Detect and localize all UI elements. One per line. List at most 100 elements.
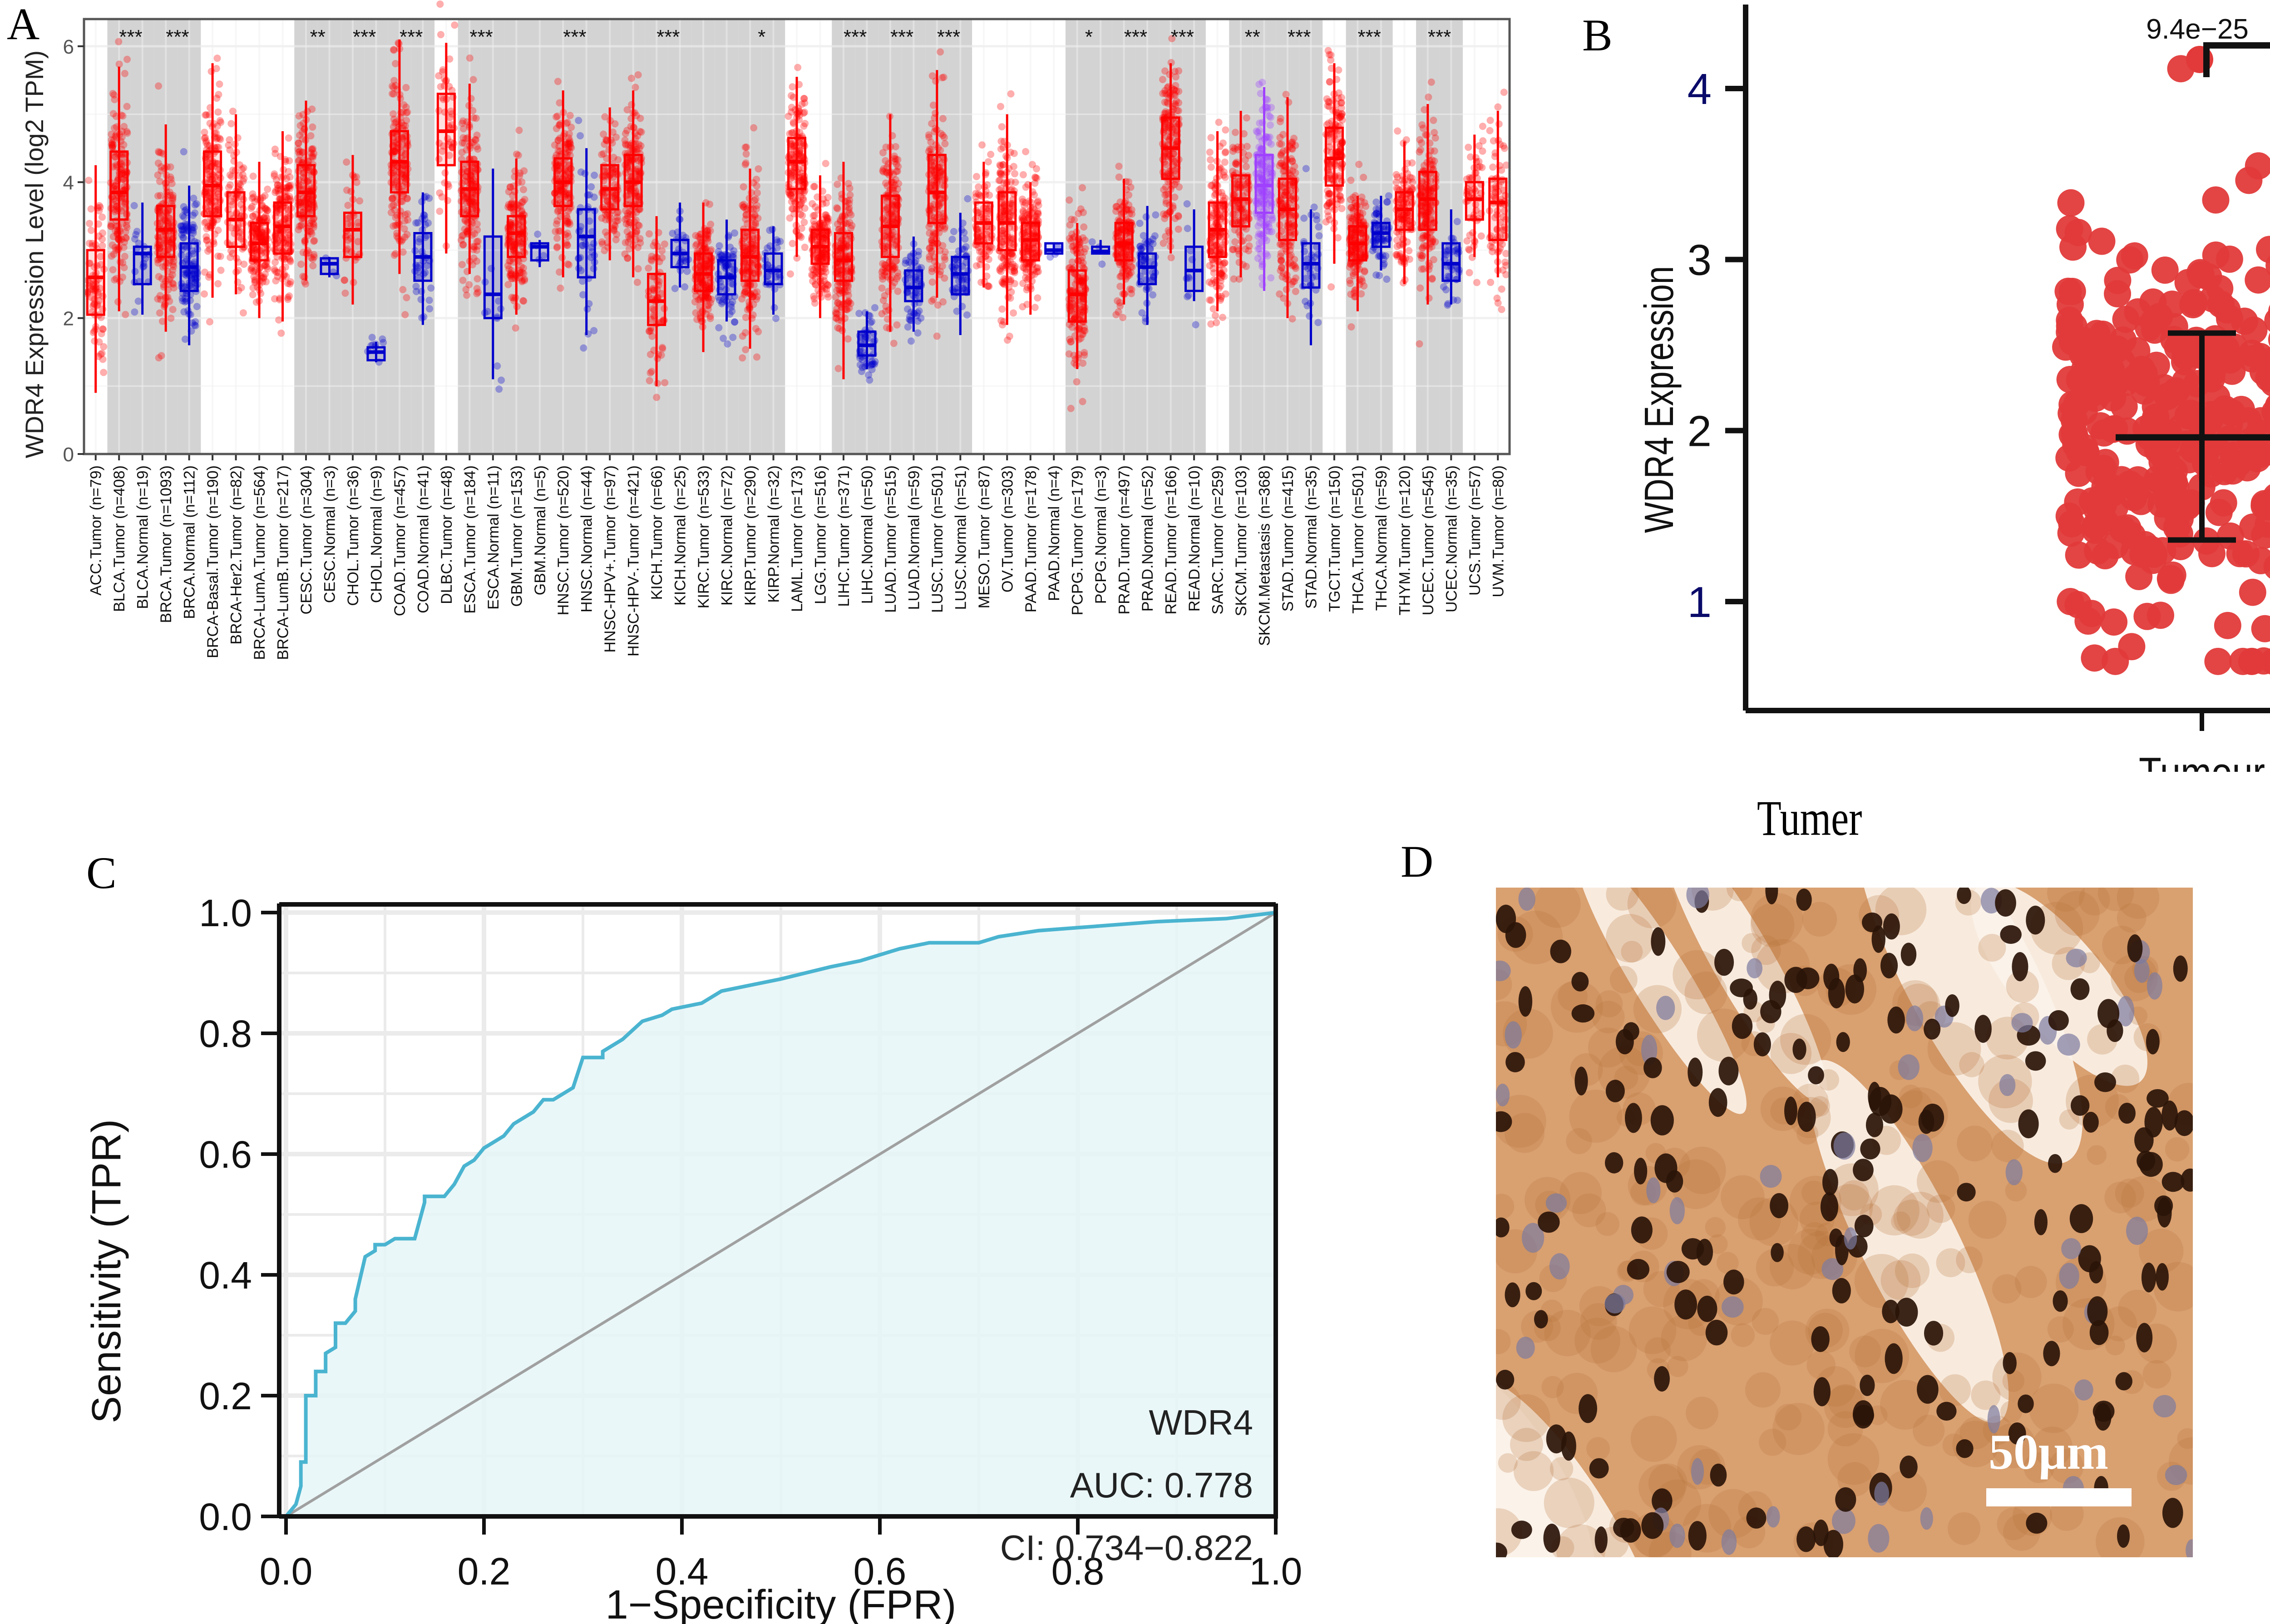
a-data-point bbox=[213, 160, 221, 168]
a-data-point bbox=[260, 273, 268, 281]
a-data-point bbox=[248, 194, 256, 202]
a-data-point bbox=[1167, 254, 1175, 262]
a-data-point bbox=[1034, 198, 1041, 206]
a-data-point bbox=[789, 205, 797, 213]
a-data-point bbox=[380, 339, 387, 346]
a-data-point bbox=[1114, 297, 1121, 305]
a-data-point bbox=[308, 146, 316, 153]
a-data-point bbox=[154, 171, 162, 179]
a-data-point bbox=[941, 140, 949, 148]
a-data-point bbox=[158, 275, 166, 282]
a-data-point bbox=[250, 193, 257, 201]
a-data-point bbox=[388, 82, 396, 90]
a-data-point bbox=[1162, 211, 1170, 219]
a-data-point bbox=[110, 91, 118, 99]
a-data-point bbox=[742, 150, 750, 158]
a-data-point bbox=[310, 237, 318, 245]
a-data-point bbox=[248, 263, 256, 271]
a-data-point bbox=[203, 141, 211, 149]
a-data-point bbox=[239, 309, 247, 317]
a-data-point bbox=[274, 239, 281, 247]
a-data-point bbox=[178, 222, 185, 230]
a-data-point bbox=[108, 139, 116, 147]
a-data-point bbox=[284, 210, 292, 218]
a-data-point bbox=[402, 84, 410, 91]
a-data-point bbox=[119, 259, 127, 267]
a-data-point bbox=[579, 277, 587, 285]
a-data-point bbox=[97, 350, 105, 358]
a-data-point bbox=[272, 176, 280, 184]
a-data-point bbox=[284, 280, 291, 287]
a-data-point bbox=[426, 305, 434, 313]
a-data-point bbox=[284, 253, 291, 261]
a-data-point bbox=[240, 164, 247, 172]
a-data-point bbox=[189, 212, 197, 219]
a-data-point bbox=[1140, 232, 1147, 239]
a-data-point bbox=[987, 151, 995, 158]
a-data-point bbox=[155, 82, 163, 90]
a-data-point bbox=[1112, 311, 1120, 319]
a-data-point bbox=[306, 222, 314, 230]
a-data-point bbox=[169, 280, 177, 288]
a-data-point bbox=[513, 150, 521, 158]
a-data-point bbox=[240, 260, 248, 268]
a-data-point bbox=[215, 143, 222, 151]
a-data-point bbox=[170, 284, 178, 292]
a-data-point bbox=[131, 235, 138, 243]
a-data-point bbox=[206, 318, 213, 326]
a-data-point bbox=[109, 241, 116, 249]
a-data-point bbox=[753, 353, 761, 361]
a-data-point bbox=[310, 149, 318, 157]
a-data-point bbox=[307, 254, 315, 262]
a-data-point bbox=[110, 195, 118, 203]
a-data-point bbox=[730, 318, 738, 326]
a-data-point bbox=[235, 229, 243, 237]
a-data-point bbox=[390, 90, 398, 98]
a-data-point bbox=[181, 242, 189, 250]
a-data-point bbox=[252, 211, 259, 218]
a-data-point bbox=[217, 118, 225, 126]
a-data-point bbox=[167, 173, 174, 181]
a-data-point bbox=[811, 299, 819, 307]
a-data-point bbox=[306, 201, 314, 208]
a-data-point bbox=[789, 240, 796, 247]
a-data-point bbox=[964, 195, 972, 202]
a-data-point bbox=[203, 152, 211, 160]
a-data-point bbox=[894, 287, 902, 295]
a-data-point bbox=[88, 294, 95, 301]
a-data-point bbox=[1151, 232, 1159, 240]
a-data-point bbox=[190, 268, 197, 276]
a-data-point bbox=[252, 229, 260, 237]
a-data-point bbox=[309, 262, 317, 270]
a-data-point bbox=[166, 297, 173, 305]
a-data-point bbox=[646, 377, 653, 385]
a-box bbox=[577, 208, 596, 279]
a-data-point bbox=[286, 257, 294, 264]
a-data-point bbox=[914, 329, 922, 337]
a-data-point bbox=[181, 298, 189, 306]
a-data-point bbox=[622, 130, 629, 138]
a-data-point bbox=[580, 344, 587, 352]
a-data-point bbox=[202, 133, 209, 141]
a-data-point bbox=[729, 298, 736, 306]
a-data-point bbox=[474, 275, 481, 283]
a-data-point bbox=[166, 239, 174, 247]
a-data-point bbox=[237, 181, 244, 188]
a-data-point bbox=[166, 188, 173, 196]
a-data-point bbox=[216, 134, 223, 142]
a-data-point bbox=[1116, 282, 1124, 290]
a-data-point bbox=[86, 239, 94, 247]
a-data-point bbox=[471, 230, 479, 237]
a-data-point bbox=[180, 226, 188, 234]
a-data-point bbox=[215, 91, 222, 99]
a-data-point bbox=[108, 220, 115, 228]
a-data-point bbox=[739, 354, 746, 362]
a-data-point bbox=[552, 227, 559, 235]
a-data-point bbox=[998, 305, 1006, 313]
a-data-point bbox=[166, 257, 174, 265]
a-data-point bbox=[653, 394, 661, 401]
a-data-point bbox=[948, 236, 956, 243]
a-data-point bbox=[427, 284, 435, 292]
a-data-point bbox=[161, 164, 168, 172]
a-data-point bbox=[879, 275, 887, 283]
